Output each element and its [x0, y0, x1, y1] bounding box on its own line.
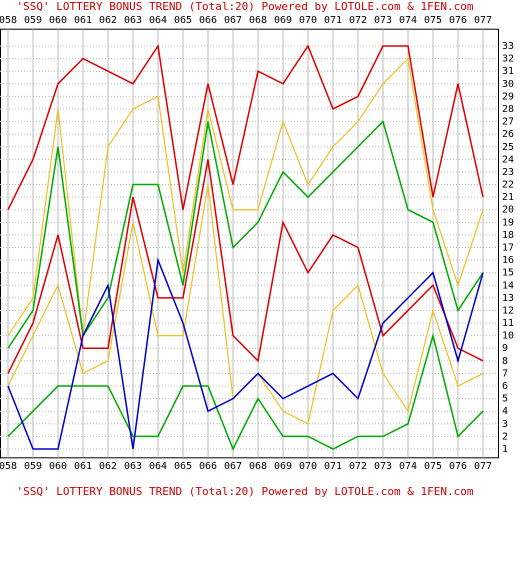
series-line	[7, 57, 484, 336]
y-tick-label: 8	[502, 356, 508, 367]
y-tick-label: 14	[502, 280, 514, 291]
x-tick-label: 075	[424, 461, 442, 472]
y-tick-label: 33	[502, 41, 514, 52]
x-tick-label: 062	[99, 15, 117, 26]
x-tick-label: 071	[324, 461, 342, 472]
x-tick-label: 073	[374, 461, 392, 472]
chart-title: 'SSQ' LOTTERY BONUS TREND (Total:20) Pow…	[17, 0, 474, 13]
y-tick-label: 27	[502, 117, 514, 128]
x-tick-label: 069	[274, 461, 292, 472]
y-tick-label: 31	[502, 66, 514, 77]
y-tick-label: 1	[502, 444, 508, 455]
series-line	[7, 257, 484, 450]
x-tick-label: 070	[299, 15, 317, 26]
x-tick-label: 074	[399, 15, 417, 26]
x-tick-label: 066	[199, 15, 217, 26]
y-tick-label: 30	[502, 79, 514, 90]
x-tick-label: 063	[124, 461, 142, 472]
x-tick-label: 076	[449, 461, 467, 472]
y-tick-label: 4	[502, 406, 508, 417]
y-tick-label: 22	[502, 180, 514, 191]
x-tick-label: 063	[124, 15, 142, 26]
y-tick-label: 21	[502, 192, 514, 203]
x-tick-label: 067	[224, 461, 242, 472]
x-tick-label: 061	[74, 461, 92, 472]
series-line	[7, 332, 484, 451]
x-tick-label: 065	[174, 461, 192, 472]
x-tick-label: 072	[349, 15, 367, 26]
x-tick-label: 062	[99, 461, 117, 472]
series-line	[7, 43, 484, 211]
bottom-title: 'SSQ' LOTTERY BONUS TREND (Total:20) Pow…	[17, 485, 474, 498]
x-tick-label: 070	[299, 461, 317, 472]
y-tick-label: 3	[502, 419, 508, 430]
x-tick-label: 077	[474, 15, 492, 26]
y-tick-label: 26	[502, 129, 514, 140]
y-tick-label: 20	[502, 205, 514, 216]
plot-frame	[0, 28, 499, 459]
y-tick-label: 10	[502, 331, 514, 342]
series-line	[7, 159, 484, 374]
y-tick-label: 6	[502, 381, 508, 392]
x-tick-label: 060	[49, 461, 67, 472]
x-tick-label: 067	[224, 15, 242, 26]
x-tick-label: 064	[149, 461, 167, 472]
x-tick-label: 060	[49, 15, 67, 26]
x-tick-label: 074	[399, 461, 417, 472]
x-tick-label: 069	[274, 15, 292, 26]
y-tick-label: 25	[502, 142, 514, 153]
y-tick-label: 17	[502, 243, 514, 254]
x-tick-label: 066	[199, 461, 217, 472]
x-tick-label: 075	[424, 15, 442, 26]
x-tick-label: 058	[0, 461, 17, 472]
y-tick-label: 11	[502, 318, 514, 329]
y-tick-label: 9	[502, 343, 508, 354]
y-tick-label: 18	[502, 230, 514, 241]
x-tick-label: 068	[249, 15, 267, 26]
x-tick-label: 071	[324, 15, 342, 26]
y-tick-label: 13	[502, 293, 514, 304]
y-tick-label: 16	[502, 255, 514, 266]
x-tick-label: 077	[474, 461, 492, 472]
x-tick-label: 059	[24, 15, 42, 26]
x-tick-label: 061	[74, 15, 92, 26]
y-tick-label: 29	[502, 91, 514, 102]
y-tick-label: 23	[502, 167, 514, 178]
y-tick-label: 32	[502, 54, 514, 65]
x-tick-label: 073	[374, 15, 392, 26]
y-tick-label: 12	[502, 305, 514, 316]
y-tick-label: 2	[502, 431, 508, 442]
y-tick-label: 19	[502, 217, 514, 228]
series-line	[7, 120, 484, 349]
y-tick-label: 15	[502, 268, 514, 279]
x-tick-label: 065	[174, 15, 192, 26]
x-tick-label: 072	[349, 461, 367, 472]
x-tick-label: 058	[0, 15, 17, 26]
x-tick-label: 059	[24, 461, 42, 472]
y-tick-label: 5	[502, 394, 508, 405]
y-tick-label: 7	[502, 368, 508, 379]
x-tick-label: 068	[249, 461, 267, 472]
x-tick-label: 064	[149, 15, 167, 26]
y-tick-label: 28	[502, 104, 514, 115]
y-tick-label: 24	[502, 154, 514, 165]
x-tick-label: 076	[449, 15, 467, 26]
